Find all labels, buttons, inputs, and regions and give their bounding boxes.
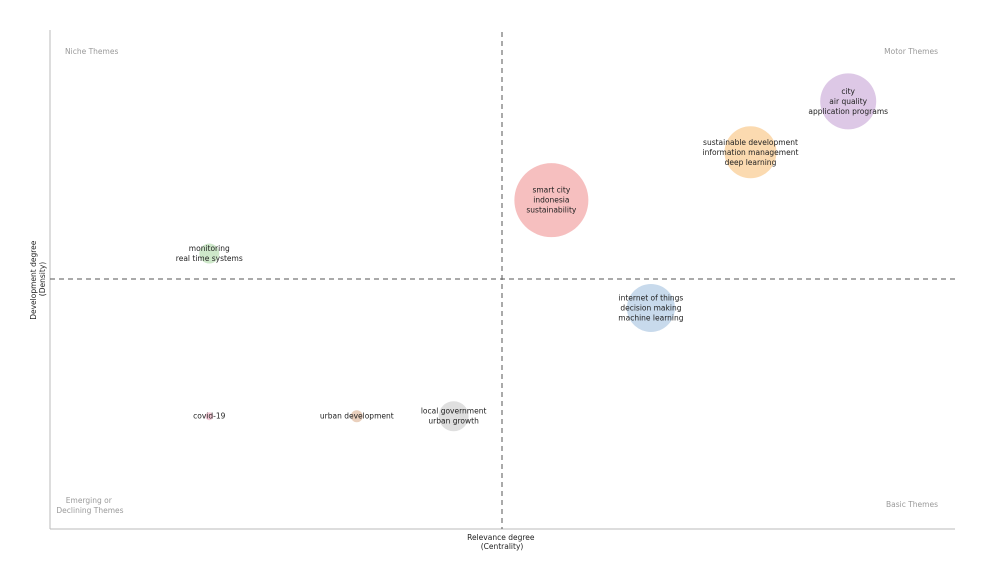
bubble-label-line: decision making <box>620 303 681 312</box>
bubble-label: urban development <box>320 412 394 421</box>
bubble-label: smart city indonesia sustainability <box>526 186 576 215</box>
bubble-label-line: indonesia <box>533 196 569 205</box>
bubble-label: sustainable development information manag… <box>703 138 799 167</box>
y-axis-title-line: Development degree <box>29 240 38 320</box>
bubble-label-line: city <box>841 87 855 96</box>
bubble-label-line: urban growth <box>428 417 479 426</box>
bubble-point <box>438 401 469 432</box>
bubble-label: local government urban growth <box>421 407 487 426</box>
bubble-point <box>350 410 363 423</box>
bubble-point <box>820 73 877 130</box>
y-axis-title: Development degree (Density) <box>29 238 47 320</box>
x-axis-title: Relevance degree (Centrality) <box>467 533 537 551</box>
bubble-point <box>626 283 675 332</box>
bubble-point <box>205 412 214 421</box>
bubble-label-line: local government <box>421 407 487 416</box>
bubble-label-line: information management <box>703 148 799 157</box>
bubble-label-line: urban development <box>320 412 394 421</box>
bubble-label-line: monitoring <box>189 244 230 253</box>
bubble-label-line: real time systems <box>176 254 243 263</box>
bubble-label: internet of things decision making machine… <box>618 293 683 322</box>
bubble-label-line: air quality <box>829 97 867 106</box>
bubble-point <box>514 163 589 238</box>
bubble-label: monitoring real time systems <box>176 244 243 263</box>
bubble-label: city air quality application programs <box>808 87 888 116</box>
y-axis-title-line: (Density) <box>38 262 47 296</box>
bubble-point <box>724 126 777 179</box>
quadrant-label-emerging-line: Emerging or <box>66 496 113 505</box>
quadrant-label-motor: Motor Themes <box>884 47 938 56</box>
quadrant-label-basic: Basic Themes <box>886 500 938 509</box>
x-axis-title-line: Relevance degree <box>467 533 535 542</box>
quadrant-label-niche: Niche Themes <box>65 47 118 56</box>
bubble-label-line: covid-19 <box>193 412 225 421</box>
bubble-label-line: deep learning <box>725 158 777 167</box>
bubble-label-line: smart city <box>532 186 570 195</box>
quadrant-label-emerging: Emerging or Declining Themes <box>56 496 123 515</box>
bubble-label-line: internet of things <box>618 293 683 302</box>
bubble-label-line: sustainability <box>526 206 576 215</box>
bubble-label: covid-19 <box>193 412 225 421</box>
bubble-label-line: sustainable development <box>703 138 798 147</box>
bubble-label-line: application programs <box>808 107 888 116</box>
bubble-point <box>199 243 220 264</box>
x-axis-title-line: (Centrality) <box>481 542 524 551</box>
quadrant-label-emerging-line: Declining Themes <box>56 506 123 515</box>
bubble-label-line: machine learning <box>618 313 683 322</box>
